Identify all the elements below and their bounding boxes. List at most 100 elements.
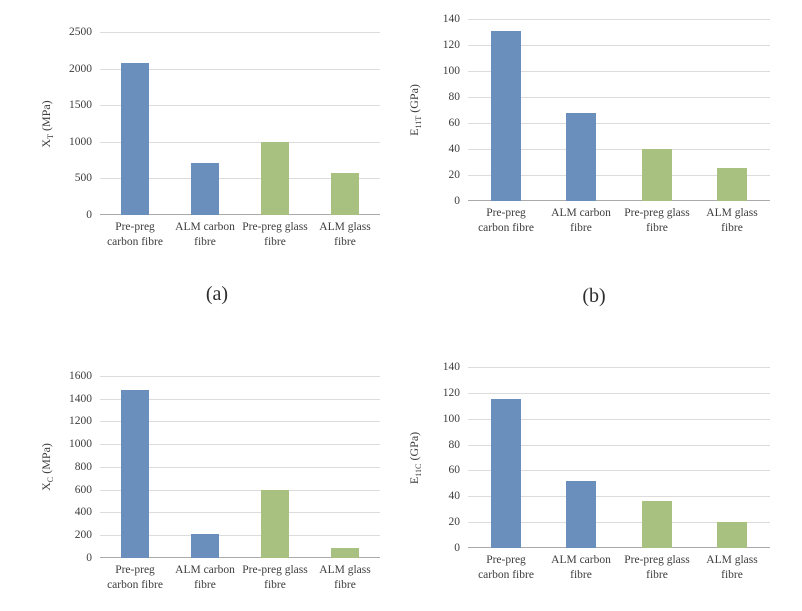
plot-area: E11C (GPa) 0 20 40 60 80 100 120 140 Pre-preg ca… [407,361,770,581]
gridline [468,45,770,46]
y-tick-label: 20 [448,516,461,528]
y-tick-label: 100 [442,65,460,77]
y-tick-label: 1000 [69,136,92,148]
x-category-label: ALM carbon fibre [175,221,235,248]
bar-alm-carbon-fibre [191,534,219,558]
x-category-label: Pre-preg carbon fibre [478,207,534,234]
gridline [100,69,380,70]
plot-area: E11T (GPa) 0 20 40 60 80 100 120 140 Pre-preg ca… [407,13,770,234]
bar-alm-carbon-fibre [566,113,596,201]
y-tick-label: 140 [442,13,460,25]
y-tick-label: 120 [442,39,460,51]
x-category-label: ALM carbon fibre [551,554,611,581]
y-tick-label: 1400 [69,393,92,405]
y-tick-label: 0 [86,209,92,221]
gridline [100,32,380,33]
y-tick-label: 60 [448,464,461,476]
x-category-label: ALM glass fibre [319,221,371,248]
y-tick-label: 1600 [69,370,92,382]
y-tick-label: 0 [454,542,460,554]
x-category-label: Pre-preg carbon fibre [107,221,163,248]
y-tick-label: 100 [442,413,460,425]
x-category-label: Pre-preg glass fibre [242,221,308,248]
y-tick-label: 500 [74,172,92,184]
gridline [100,399,380,400]
bar-alm-glass-fibre [331,548,359,558]
bar-pre-preg-glass-fibre [261,490,289,558]
gridline [100,178,380,179]
x-category-label: Pre-preg glass fibre [242,564,308,591]
bar-pre-preg-carbon-fibre [491,399,521,548]
y-tick-label: 2500 [69,26,92,38]
x-category-label: ALM carbon fibre [551,207,611,234]
gridline [468,393,770,394]
gridline [468,97,770,98]
x-category-label: ALM carbon fibre [175,564,235,591]
y-tick-label: 40 [448,143,461,155]
gridline [468,71,770,72]
gridline [468,419,770,420]
bar-pre-preg-glass-fibre [642,149,672,201]
chart-tensile-strength: XT (MPa) 0 500 1000 1500 2000 2500 Pre-preg ca… [20,6,400,296]
x-axis-line [100,557,380,558]
bar-alm-glass-fibre [717,168,747,201]
gridline [468,445,770,446]
x-category-label: ALM glass fibre [319,564,371,591]
gridline [100,421,380,422]
x-category-label: Pre-preg glass fibre [624,207,690,234]
gridline [100,142,380,143]
gridline [100,512,380,513]
gridline [468,496,770,497]
x-category-label: ALM glass fibre [706,207,758,234]
bar-pre-preg-glass-fibre [642,501,672,548]
y-tick-label: 1500 [69,99,92,111]
y-tick-label: 0 [86,552,92,564]
y-tick-label: 140 [442,361,460,373]
bar-alm-carbon-fibre [566,481,596,548]
bar-alm-carbon-fibre [191,163,219,215]
y-tick-label: 20 [448,169,461,181]
gridline [100,444,380,445]
plot-area: XT (MPa) 0 500 1000 1500 2000 2500 Pre-preg ca… [39,26,380,248]
bar-pre-preg-glass-fibre [261,142,289,215]
x-axis-line [468,200,770,201]
y-tick-label: 1000 [69,438,92,450]
chart-tensile-modulus: E11T (GPa) 0 20 40 60 80 100 120 140 Pre-preg ca… [388,0,788,290]
y-tick-label: 0 [454,195,460,207]
x-category-label: Pre-preg carbon fibre [107,564,163,591]
y-tick-label: 2000 [69,63,92,75]
gridline [468,19,770,20]
y-axis-subscript: C [46,476,56,483]
bar-alm-glass-fibre [331,173,359,215]
bar-pre-preg-carbon-fibre [121,390,149,558]
gridline [468,175,770,176]
bar-pre-preg-carbon-fibre [121,63,149,215]
y-tick-label: 60 [448,117,461,129]
bar-alm-glass-fibre [717,522,747,548]
gridline [468,367,770,368]
gridline [468,522,770,523]
gridline [100,467,380,468]
y-tick-label: 80 [448,439,461,451]
gridline [100,105,380,106]
y-tick-label: 120 [442,387,460,399]
y-tick-label: 40 [448,490,461,502]
y-tick-label: 400 [74,506,92,518]
bar-pre-preg-carbon-fibre [491,31,521,201]
y-tick-label: 200 [74,529,92,541]
gridline [468,149,770,150]
chart-compressive-modulus: E11C (GPa) 0 20 40 60 80 100 120 140 Pre-preg ca… [388,341,788,611]
y-tick-label: 1200 [69,415,92,427]
chart-compressive-strength: XC (MPa) 0 200 400 600 800 1000 1200 1400 1600 Pr… [20,350,400,611]
gridline [468,470,770,471]
subfigure-caption-b: (b) [582,285,606,307]
x-axis-line [468,547,770,548]
y-tick-label: 80 [448,91,461,103]
x-axis-line [100,214,380,215]
y-axis-symbol: E [406,476,421,484]
y-tick-label: 600 [74,484,92,496]
plot-area: XC (MPa) 0 200 400 600 800 1000 1200 1400 1600 Pr… [39,370,380,591]
x-category-label: Pre-preg carbon fibre [478,554,534,581]
subfigure-caption-a: (a) [205,283,229,305]
